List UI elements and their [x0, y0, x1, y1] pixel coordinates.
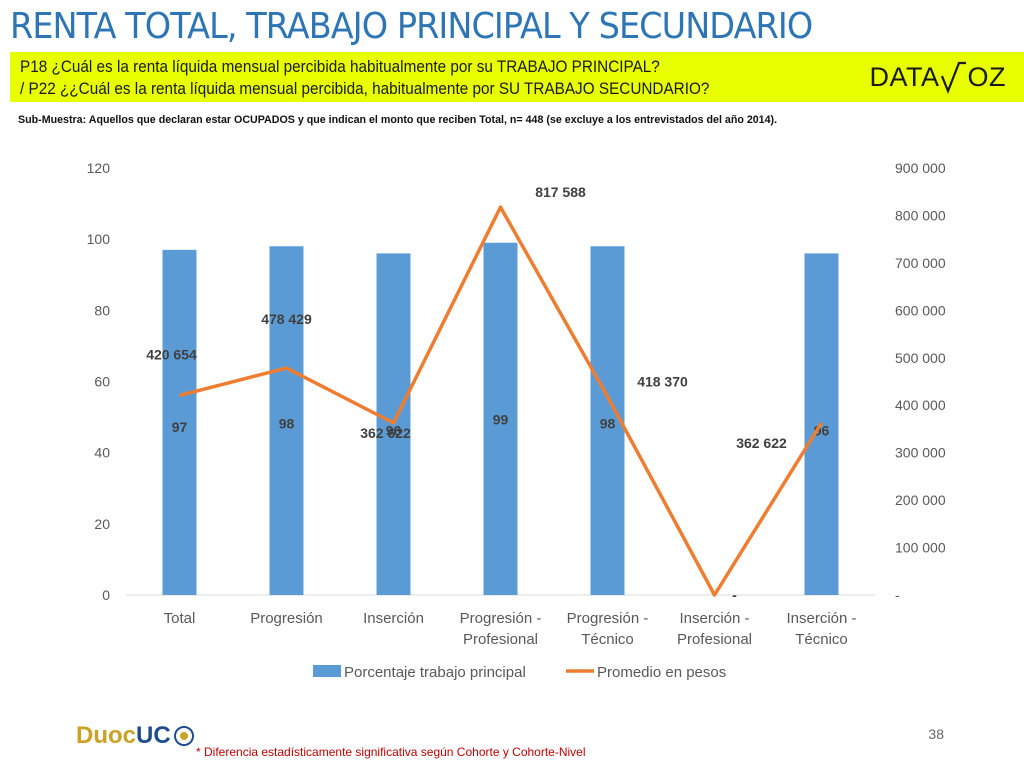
right-axis: - 100 000 200 000 300 000 400 000 500 000 600 … — [895, 160, 946, 603]
bar-data-label: 97 — [172, 419, 188, 435]
left-axis-tick-label: 60 — [94, 374, 110, 390]
x-axis-tick-label-line: Técnico — [795, 631, 848, 648]
slide-title: RENTA TOTAL, TRABAJO PRINCIPAL Y SECUNDA… — [10, 6, 813, 47]
bar — [483, 242, 518, 595]
x-axis-tick-label-line: Progresión - — [567, 610, 649, 627]
x-axis-tick-label: Inserción - Técnico — [786, 610, 856, 648]
question-band: P18 ¿Cuál es la renta líquida mensual pe… — [10, 52, 1024, 102]
bar-data-label: 99 — [493, 412, 509, 428]
x-axis-tick-label-line: Técnico — [581, 631, 634, 648]
bar-data-label: 98 — [600, 415, 616, 431]
x-axis-tick-label: Progresión - Profesional — [460, 610, 542, 648]
right-axis-tick-label: 200 000 — [895, 492, 946, 508]
left-axis-tick-label: 20 — [94, 516, 110, 532]
left-axis-tick-label: 0 — [102, 587, 110, 603]
question-1: P18 ¿Cuál es la renta líquida mensual pe… — [20, 57, 660, 76]
bar-data-label: 98 — [279, 415, 295, 431]
x-axis-tick-label-line: Inserción - — [786, 610, 856, 627]
legend-bar-swatch — [313, 665, 341, 677]
left-axis-tick-label: 100 — [87, 231, 111, 247]
bar — [162, 249, 197, 595]
line-data-label: 418 370 — [637, 374, 688, 390]
combo-chart: 0 20 40 60 80 100 120 - 100 000 200 000 300 000 40… — [87, 160, 946, 681]
question-2: / P22 ¿¿Cuál es la renta líquida mensual… — [20, 79, 710, 98]
line-data-label: 478 429 — [261, 311, 312, 327]
x-axis-tick-label-line: Profesional — [463, 631, 538, 648]
x-axis-tick-label: Progresión — [250, 610, 323, 627]
uc-logo-text: UC — [136, 722, 171, 749]
duoc-uc-logo: Duoc UC — [76, 722, 195, 750]
line-path — [179, 205, 823, 597]
x-axis-tick-label: Progresión - Técnico — [567, 610, 649, 648]
x-axis-tick-label-line: Progresión — [250, 610, 323, 627]
right-axis-tick-label: 700 000 — [895, 255, 946, 271]
footnote: * Diferencia estadísticamente significat… — [196, 745, 586, 759]
x-axis-tick-label-line: Profesional — [677, 631, 752, 648]
x-axis-tick-label-line: Progresión - — [460, 610, 542, 627]
datavoz-logo-left: DATA — [869, 61, 940, 92]
x-axis-tick-label-line: Inserción - — [679, 610, 749, 627]
x-axis-tick-label-line: Inserción — [363, 610, 424, 627]
legend-line-label: Promedio en pesos — [597, 664, 726, 681]
right-axis-tick-label: 800 000 — [895, 207, 946, 223]
duoc-logo-text: Duoc — [76, 722, 136, 749]
page-number: 38 — [928, 726, 944, 742]
line-series — [179, 205, 823, 597]
right-axis-tick-label: 900 000 — [895, 160, 946, 176]
legend: Porcentaje trabajo principal Promedio en … — [313, 664, 726, 681]
legend-bar-label: Porcentaje trabajo principal — [344, 664, 526, 681]
line-labels: 420 654 478 429 362 622 817 588 418 370 362 6… — [146, 184, 787, 451]
uc-crest-icon — [173, 726, 194, 746]
right-axis-tick-label: 500 000 — [895, 350, 946, 366]
x-axis-tick-label: Total — [164, 610, 196, 627]
x-axis-tick-label-line: Total — [164, 610, 196, 627]
datavoz-logo: DATA OZ — [869, 60, 1006, 94]
bar — [269, 246, 304, 595]
right-axis-tick-label: - — [895, 587, 900, 603]
left-axis-tick-label: 80 — [94, 302, 110, 318]
subsample-note: Sub-Muestra: Aquellos que declaran estar… — [18, 114, 778, 126]
left-axis: 0 20 40 60 80 100 120 — [87, 160, 111, 603]
bar-data-label: 96 — [386, 422, 402, 438]
x-axis-tick-label: Inserción - Profesional — [677, 610, 752, 648]
left-axis-tick-label: 120 — [87, 160, 111, 176]
line-data-label: 362 622 — [360, 425, 411, 441]
right-axis-tick-label: 400 000 — [895, 397, 946, 413]
line-data-label: 817 588 — [535, 184, 586, 200]
right-axis-tick-label: 300 000 — [895, 445, 946, 461]
line-data-label: 362 622 — [736, 435, 787, 451]
right-axis-tick-label: 600 000 — [895, 302, 946, 318]
line-data-label: 420 654 — [146, 346, 197, 362]
x-axis-labels: Total Progresión Inserción Progresión - Prof… — [164, 610, 857, 648]
right-axis-tick-label: 100 000 — [895, 540, 946, 556]
x-axis-tick-label: Inserción — [363, 610, 424, 627]
datavoz-logo-right: OZ — [967, 61, 1006, 92]
bar-data-label: - — [732, 587, 737, 603]
left-axis-tick-label: 40 — [94, 445, 110, 461]
datavoz-v-mark-icon — [940, 61, 966, 94]
